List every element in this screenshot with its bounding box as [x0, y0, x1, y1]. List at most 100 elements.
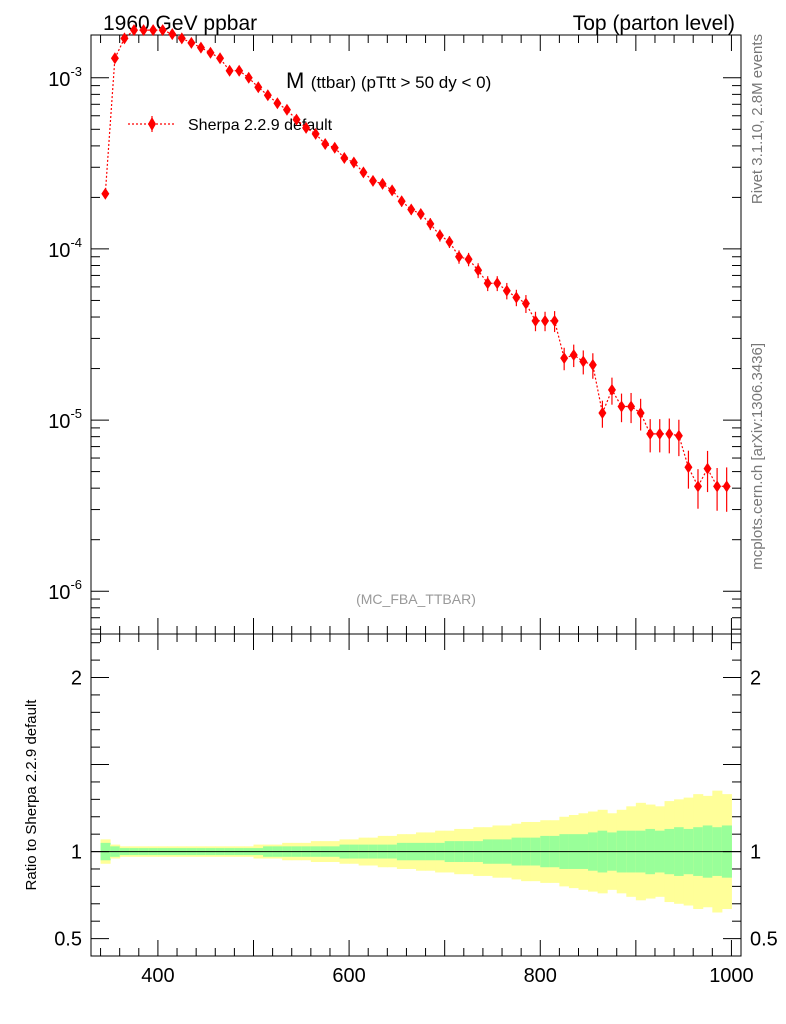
data-point	[110, 52, 119, 65]
y-tick-label: 10-6	[48, 577, 82, 604]
data-point	[569, 349, 578, 362]
data-point	[674, 429, 683, 442]
data-point	[560, 352, 569, 365]
data-point	[130, 24, 139, 37]
data-point	[493, 277, 502, 290]
data-point	[512, 291, 521, 304]
data-point	[521, 297, 530, 310]
data-point	[359, 166, 368, 179]
x-tick-label: 600	[332, 965, 365, 987]
data-point	[235, 64, 244, 77]
data-point	[321, 138, 330, 151]
data-point	[263, 89, 272, 102]
data-point	[168, 28, 177, 41]
data-point	[607, 383, 616, 396]
data-point	[397, 195, 406, 208]
data-point	[693, 480, 702, 493]
data-point	[225, 64, 234, 77]
data-point	[636, 406, 645, 419]
data-point	[541, 314, 550, 327]
data-point	[273, 97, 282, 110]
ratio-y-tick-label-right: 1	[750, 842, 761, 864]
x-axis-labels: 400 600 800 1000	[141, 965, 753, 987]
data-point	[665, 427, 674, 440]
data-point	[302, 121, 311, 134]
data-point	[684, 461, 693, 474]
series-line	[104, 29, 727, 488]
data-point	[216, 52, 225, 65]
y-tick-label: 10-3	[48, 64, 82, 91]
data-point	[646, 427, 655, 440]
data-point	[206, 46, 215, 59]
y-tick-label: 10-4	[48, 235, 82, 262]
data-point	[435, 229, 444, 242]
legend: Sherpa 2.2.9 default	[128, 116, 333, 134]
watermark-label: (MC_FBA_TTBAR)	[356, 591, 476, 607]
header-left-label: 1960 GeV ppbar	[103, 12, 257, 35]
data-point	[722, 480, 731, 493]
data-point	[196, 41, 205, 54]
ratio-y-tick-label-right: 2	[750, 668, 761, 690]
plot-title-main: M	[286, 68, 304, 93]
data-point	[627, 400, 636, 413]
main-y-axis-labels: 10-210-310-410-510-6	[48, 64, 82, 604]
main-plot-panel: 10-210-310-410-510-6 M (ttbar) (pTtt > 5…	[48, 24, 742, 635]
ratio-panel: 0.5 0.5 1 1 2 2 400 600 800 1000 Ratio to Sherpa…	[23, 633, 778, 987]
data-point	[445, 235, 454, 248]
data-point	[703, 462, 712, 475]
plot-title: M (ttbar) (pTtt > 50 dy < 0)	[286, 68, 491, 93]
data-point	[617, 400, 626, 413]
data-point	[349, 156, 358, 169]
main-plot-ticks	[91, 35, 741, 634]
data-point	[101, 187, 110, 200]
data-point	[158, 24, 167, 37]
data-point	[330, 141, 339, 154]
mcplots-label: mcplots.cern.ch [arXiv:1306.3436]	[749, 343, 766, 570]
x-tick-label: 800	[524, 965, 557, 987]
data-point	[254, 81, 263, 94]
x-tick-label: 400	[141, 965, 174, 987]
plot-title-sub: (ttbar) (pTtt > 50 dy < 0)	[311, 73, 491, 92]
data-point	[177, 32, 186, 45]
data-point	[483, 277, 492, 290]
x-tick-label: 1000	[709, 965, 754, 987]
legend-marker	[148, 117, 156, 131]
data-point	[311, 127, 320, 140]
data-point	[416, 207, 425, 220]
data-point	[244, 71, 253, 84]
data-point	[464, 253, 473, 266]
ratio-plot-frame	[90, 633, 742, 957]
ratio-ylabel: Ratio to Sherpa 2.2.9 default	[23, 699, 40, 891]
data-point	[474, 264, 483, 277]
rivet-version-label: Rivet 3.1.10, 2.8M events	[749, 34, 766, 204]
data-point	[426, 217, 435, 230]
legend-entry-label: Sherpa 2.2.9 default	[188, 117, 333, 134]
series-error-bars	[104, 27, 728, 512]
data-point	[502, 284, 511, 297]
data-point	[282, 103, 291, 116]
ratio-y-tick-label: 2	[71, 668, 82, 690]
data-point	[149, 24, 158, 37]
data-point	[187, 36, 196, 49]
y-tick-label: 10-5	[48, 406, 82, 433]
ratio-y-axis-labels: 0.5 0.5 1 1 2 2	[54, 668, 778, 951]
series-points	[101, 24, 731, 493]
data-point	[120, 32, 129, 45]
data-point	[455, 250, 464, 263]
data-point	[139, 24, 148, 37]
data-point	[713, 480, 722, 493]
data-point	[292, 113, 301, 126]
ratio-y-tick-label: 1	[71, 842, 82, 864]
data-point	[368, 174, 377, 187]
ratio-y-tick-label-right: 0.5	[750, 929, 778, 951]
data-point	[340, 151, 349, 164]
data-point	[388, 184, 397, 197]
data-point	[598, 406, 607, 419]
header-right-label: Top (parton level)	[573, 12, 735, 35]
data-point	[588, 358, 597, 371]
ratio-y-tick-label: 0.5	[54, 929, 82, 951]
data-point	[378, 177, 387, 190]
ratio-ticks	[91, 634, 741, 956]
data-point	[531, 314, 540, 327]
